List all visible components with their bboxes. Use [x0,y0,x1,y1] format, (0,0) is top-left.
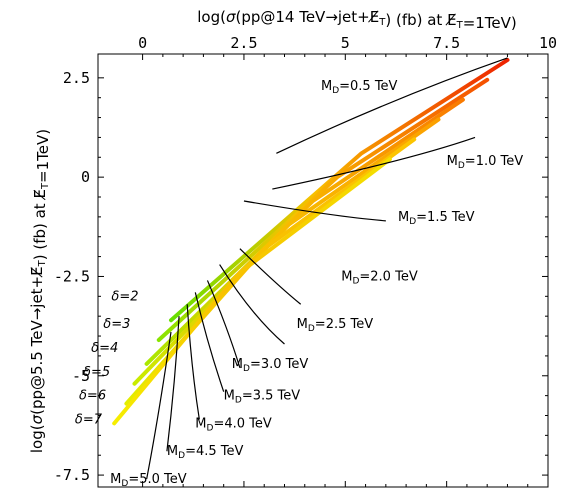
md-label-9: MD=4.5 TeV [167,444,244,461]
md-curve-10 [146,331,172,480]
series-line-delta-2 [169,58,510,323]
md-curve-8 [186,304,200,420]
md-curve-7 [194,292,225,392]
y-tick-label: 0 [81,168,90,186]
x-tick-label: 5 [341,34,350,52]
md-curve-5 [219,264,285,345]
md-curve-6 [206,280,241,369]
md-label-6: MD=3.0 TeV [232,357,309,374]
x-tick-label: 7.5 [433,34,460,52]
y-tick-label: 2.5 [63,69,90,87]
series-line-delta-3 [156,77,490,342]
md-label-5: MD=2.5 TeV [297,317,374,334]
md-label-7: MD=3.5 TeV [224,389,301,406]
md-label-10: MD=5.0 TeV [110,472,187,489]
md-label-1: MD=0.5 TeV [321,79,398,96]
x-axis-title: log(σ(pp@14 TeV→jet+E̸T) (fb) at E̸T=1Te… [197,8,517,32]
x-tick-label: 2.5 [230,34,257,52]
md-curve-2 [272,136,476,190]
series-line-delta-5 [132,117,441,386]
md-curve-1 [276,57,508,154]
y-tick-label: -7.5 [54,466,90,484]
md-curve-9 [166,316,180,452]
md-label-2: MD=1.0 TeV [447,154,524,171]
delta-label-4: δ=4 [91,341,118,356]
md-label-4: MD=2.0 TeV [341,269,418,286]
series-line-delta-4 [144,97,465,366]
plot-frame [97,53,549,488]
delta-label-7: δ=7 [75,412,103,427]
md-curve-4 [239,248,302,305]
x-tick-label: 10 [539,34,557,52]
x-tick-label: 0 [138,34,147,52]
delta-label-2: δ=2 [111,289,138,304]
md-curve-3 [243,200,386,222]
md-label-8: MD=4.0 TeV [195,416,272,433]
delta-label-6: δ=6 [79,389,106,404]
y-axis-title: log(σ(pp@5.5 TeV→jet+E̸T) (fb) at E̸T=1T… [28,129,52,453]
delta-label-5: δ=5 [83,365,110,380]
md-label-3: MD=1.5 TeV [398,210,475,227]
delta-label-3: δ=3 [103,317,130,332]
series-line-delta-7 [112,157,392,426]
y-tick-label: -2.5 [54,267,90,285]
y-tick-label: -5 [72,367,90,385]
